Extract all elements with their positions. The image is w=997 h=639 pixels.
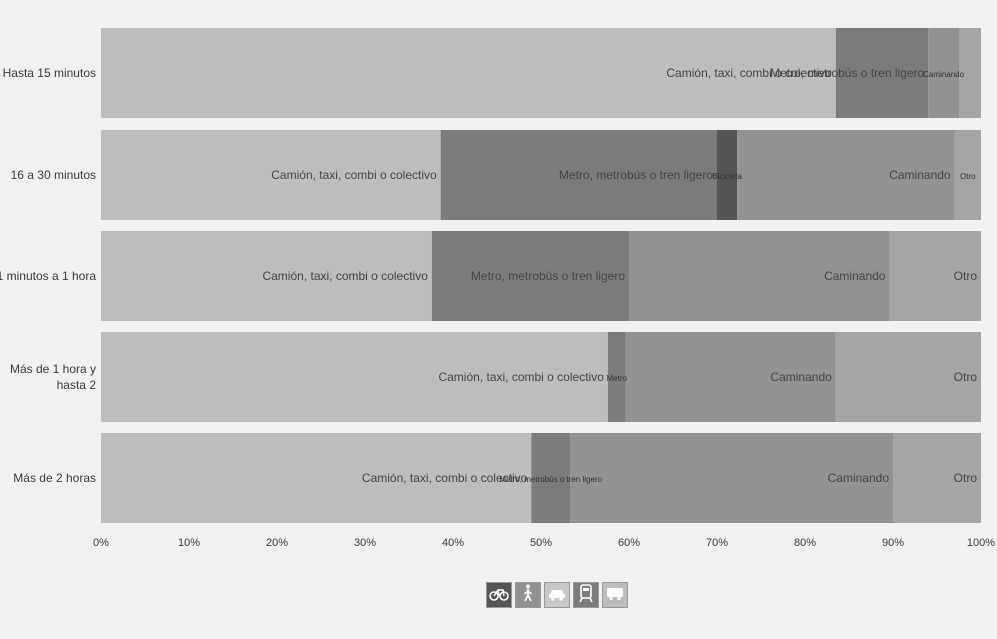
bar-segment-2-4[interactable] bbox=[889, 231, 981, 321]
legend-item-bicycle[interactable] bbox=[486, 582, 512, 608]
bar-segment-1-0[interactable] bbox=[101, 130, 441, 220]
segment-label-1-4: Otro bbox=[960, 172, 976, 181]
bar-segment-1-2[interactable] bbox=[717, 130, 738, 220]
bar-segment-2-3[interactable] bbox=[629, 231, 890, 321]
x-tick-label-10: 100% bbox=[967, 537, 995, 549]
bar-segment-4-1[interactable] bbox=[531, 433, 571, 523]
bus-icon bbox=[605, 583, 625, 608]
legend-item-train[interactable] bbox=[573, 582, 599, 608]
segment-label-0-1: Metro, metrobús o tren ligero bbox=[770, 66, 924, 80]
bar-segment-0-4[interactable] bbox=[959, 28, 981, 118]
segment-label-4-0: Camión, taxi, combi o colectivo bbox=[362, 471, 528, 485]
category-label-0: Hasta 15 minutos bbox=[3, 66, 96, 80]
x-tick-label-2: 20% bbox=[266, 537, 288, 549]
segment-label-1-3: Caminando bbox=[889, 168, 951, 182]
segment-label-4-1: Metro, metrobús o tren ligero bbox=[499, 475, 602, 484]
segment-label-2-0: Camión, taxi, combi o colectivo bbox=[262, 269, 428, 283]
bar-segment-4-0[interactable] bbox=[101, 433, 532, 523]
bar-segment-0-3[interactable] bbox=[928, 28, 959, 118]
car-icon bbox=[547, 583, 567, 608]
bar-segment-3-1[interactable] bbox=[607, 332, 626, 422]
stacked-bar-chart: Hasta 15 minutos 16 a 30 minutos 31 minuto… bbox=[0, 28, 995, 549]
bar-segment-2-1[interactable] bbox=[431, 231, 629, 321]
category-labels: Hasta 15 minutos 16 a 30 minutos 31 minuto… bbox=[0, 66, 96, 485]
segment-label-4-4: Otro bbox=[954, 471, 978, 485]
category-label-1: 16 a 30 minutos bbox=[11, 168, 96, 182]
category-label-3: Más de 1 hora y hasta 2 bbox=[10, 362, 96, 392]
x-tick-label-9: 90% bbox=[882, 537, 904, 549]
bar-segment-4-4[interactable] bbox=[893, 433, 981, 523]
train-icon bbox=[576, 583, 596, 608]
bar-segment-0-0[interactable] bbox=[101, 28, 836, 118]
category-label-2: 31 minutos a 1 hora bbox=[0, 269, 96, 283]
bar-segment-1-4[interactable] bbox=[954, 130, 981, 220]
legend-item-bus[interactable] bbox=[602, 582, 628, 608]
bar-segment-3-3[interactable] bbox=[625, 332, 836, 422]
x-tick-label-5: 50% bbox=[530, 537, 552, 549]
x-tick-label-4: 40% bbox=[442, 537, 464, 549]
x-tick-label-3: 30% bbox=[354, 537, 376, 549]
segment-label-3-3: Caminando bbox=[770, 370, 832, 384]
segment-label-1-0: Camión, taxi, combi o colectivo bbox=[271, 168, 437, 182]
segment-label-3-4: Otro bbox=[954, 370, 978, 384]
bar-segment-3-0[interactable] bbox=[101, 332, 608, 422]
segment-label-1-1: Metro, metrobús o tren ligero bbox=[559, 168, 713, 182]
bar-segment-2-0[interactable] bbox=[101, 231, 432, 321]
segment-label-0-0: Camión, taxi, combi o colectivo bbox=[666, 66, 832, 80]
walking-icon bbox=[518, 583, 538, 608]
bicycle-icon bbox=[489, 583, 509, 608]
bars-group bbox=[101, 28, 981, 523]
bar-segment-0-1[interactable] bbox=[835, 28, 929, 118]
bar-segment-3-4[interactable] bbox=[835, 332, 981, 422]
bar-segment-1-3[interactable] bbox=[737, 130, 955, 220]
segment-label-0-3: Caminando bbox=[923, 70, 964, 79]
segment-label-3-1: Metro bbox=[606, 374, 627, 383]
segment-label-2-1: Metro, metrobús o tren ligero bbox=[471, 269, 625, 283]
segment-label-2-4: Otro bbox=[954, 269, 978, 283]
legend bbox=[486, 582, 628, 608]
x-axis-ticks: 0% 10% 20% 30% 40% 50% 60% 70% 80% 90% 100% bbox=[93, 537, 995, 549]
category-label-4: Más de 2 horas bbox=[13, 471, 96, 485]
segment-label-3-0: Camión, taxi, combi o colectivo bbox=[438, 370, 604, 384]
segment-label-2-3: Caminando bbox=[824, 269, 886, 283]
legend-item-walking[interactable] bbox=[515, 582, 541, 608]
segment-label-4-3: Caminando bbox=[828, 471, 890, 485]
x-tick-label-6: 60% bbox=[618, 537, 640, 549]
segment-label-1-2: Bicicleta bbox=[712, 172, 742, 181]
x-tick-label-7: 70% bbox=[706, 537, 728, 549]
legend-item-car[interactable] bbox=[544, 582, 570, 608]
bar-segment-1-1[interactable] bbox=[440, 130, 717, 220]
x-tick-label-1: 10% bbox=[178, 537, 200, 549]
x-tick-label-8: 80% bbox=[794, 537, 816, 549]
x-tick-label-0: 0% bbox=[93, 537, 109, 549]
bar-segment-4-3[interactable] bbox=[570, 433, 893, 523]
